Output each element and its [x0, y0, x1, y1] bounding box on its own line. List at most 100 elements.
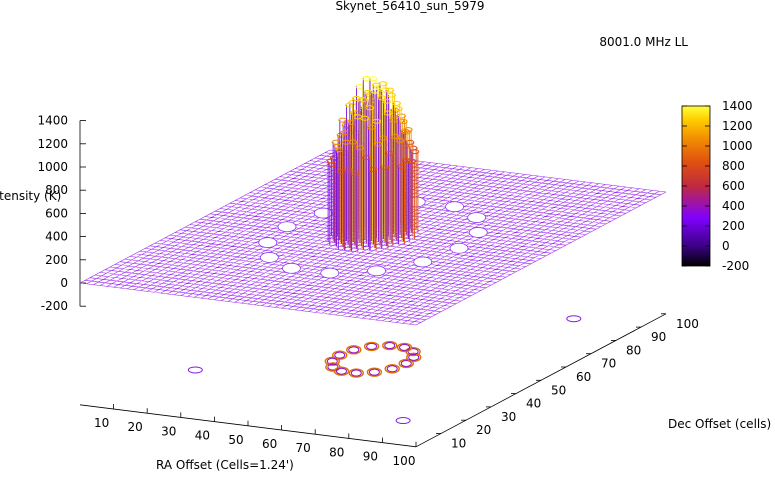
x-tick-label: 30 [161, 424, 176, 438]
z-tick-label: 600 [45, 206, 68, 220]
y-tick-label: 10 [451, 437, 466, 451]
cluster-column-top [370, 88, 380, 94]
floor-contour [368, 368, 380, 376]
cluster-column-top [373, 141, 383, 147]
ring-bump [445, 201, 464, 213]
floor-contour [348, 346, 360, 354]
floor-contour [398, 358, 414, 369]
floor-contour [332, 350, 348, 360]
floor-contour [395, 417, 411, 425]
floor-contour [348, 368, 364, 378]
cluster-column-top [407, 158, 417, 164]
cluster-column-top [360, 115, 370, 121]
floor-contour [406, 352, 422, 363]
x-tick-label: 80 [329, 445, 344, 459]
x-tick-label: 40 [195, 429, 210, 443]
cluster-column-top [358, 97, 368, 103]
ring-bump [277, 221, 297, 233]
cluster-column-top [400, 128, 410, 134]
floor-contour [384, 342, 396, 350]
cluster-column-top [375, 84, 385, 90]
z-tick-label: 400 [45, 230, 68, 244]
y-tick-label: 40 [526, 397, 541, 411]
cluster-column-top [348, 139, 358, 145]
y-tick-label: 70 [601, 357, 616, 371]
cluster-column-top [390, 133, 400, 139]
surface-mesh [79, 75, 667, 326]
floor-contour [399, 343, 411, 351]
cluster-column-top [395, 137, 405, 143]
contour-floor [187, 315, 582, 425]
colorbar-tick-label: -200 [722, 259, 749, 273]
cluster-column-top [381, 98, 391, 104]
floor-contour [187, 366, 203, 374]
colorbar-tick-label: 1200 [722, 119, 753, 133]
y-tick-label: 30 [501, 410, 516, 424]
y-tick-label: 90 [651, 330, 666, 344]
cluster-column-top [366, 124, 376, 130]
ring-bump [468, 227, 488, 238]
cluster-column-top [365, 105, 375, 111]
floor-contour [324, 356, 340, 366]
floor-contour [335, 367, 347, 375]
colorbar-tick-label: 200 [722, 219, 745, 233]
floor-contour [346, 345, 362, 355]
cluster-column-top [383, 110, 393, 116]
y-tick-label: 100 [676, 317, 699, 331]
ring-bump [258, 237, 278, 248]
cluster-column-top [343, 167, 353, 173]
cluster-column-top [361, 155, 371, 161]
z-tick-label: 1000 [37, 160, 68, 174]
z-tick-label: 200 [45, 253, 68, 267]
colorbar-tick-label: 1400 [722, 99, 753, 113]
y-tick-label: 80 [626, 343, 641, 357]
cluster-column-top [397, 163, 407, 169]
y-tick-label: 60 [576, 370, 591, 384]
cluster-column-top [410, 149, 420, 155]
cluster-column-top [378, 135, 388, 141]
floor-contour [333, 366, 350, 376]
floor-contour [366, 367, 383, 377]
colorbar-ticks: 1400 1200 1000 800 600 400 200 0 -200 [682, 99, 753, 273]
z-axis-label: Intensity (K) [0, 189, 61, 203]
cluster-column-top [376, 95, 386, 101]
floor-contour [396, 342, 413, 353]
cluster-column-top [385, 87, 395, 93]
cluster-column-top [405, 139, 415, 145]
cluster-column-top [368, 76, 378, 82]
floor-contour [327, 363, 339, 371]
x-tick-label: 10 [94, 416, 109, 430]
z-tick-label: -200 [41, 299, 68, 313]
ring-bump [449, 242, 469, 254]
cluster-column-top [385, 150, 395, 156]
cluster-column-top [361, 75, 371, 81]
y-tick-label: 50 [551, 383, 566, 397]
cluster-column-top [386, 92, 396, 98]
floor-contour [407, 348, 419, 356]
z-tick-label: 0 [60, 276, 68, 290]
y-axis-label: Dec Offset (cells) [668, 417, 771, 431]
cluster-column-top [388, 117, 398, 123]
floor-contour [382, 340, 398, 351]
y-tick-label: 20 [476, 423, 491, 437]
ring-bump [320, 267, 340, 279]
ring-bump [259, 252, 279, 263]
cluster-column-top [380, 165, 390, 171]
legend-label: 8001.0 MHz LL [599, 35, 688, 49]
cluster-column-top [393, 106, 403, 112]
chart-title: Skynet_56410_sun_5979 [335, 0, 484, 13]
z-tick-label: 800 [45, 183, 68, 197]
colorbar-tick-label: 1000 [722, 139, 753, 153]
floor-contour [366, 342, 378, 350]
ring-bump [367, 265, 386, 277]
z-tick-label: 1200 [37, 137, 68, 151]
cluster-column-top [380, 87, 390, 93]
cluster-column-top [391, 100, 401, 106]
colorbar-tick-label: 0 [722, 239, 730, 253]
x-tick-label: 100 [393, 454, 416, 468]
floor-contour [386, 365, 398, 373]
x-tick-label: 60 [262, 437, 277, 451]
ring-bump [282, 262, 301, 274]
z-tick-label: 1400 [37, 114, 68, 128]
